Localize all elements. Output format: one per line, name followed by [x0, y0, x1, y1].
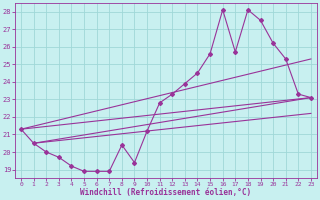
X-axis label: Windchill (Refroidissement éolien,°C): Windchill (Refroidissement éolien,°C) — [80, 188, 252, 197]
